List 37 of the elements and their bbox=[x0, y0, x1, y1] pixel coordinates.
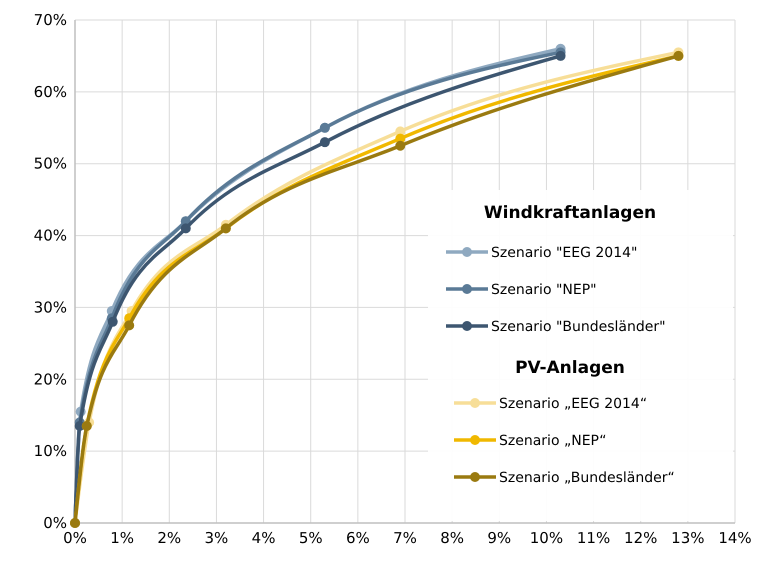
legend-title: Windkraftanlagen bbox=[484, 203, 656, 223]
y-tick-label: 0% bbox=[43, 514, 67, 532]
x-tick-label: 3% bbox=[204, 529, 228, 547]
x-tick-label: 9% bbox=[487, 529, 512, 547]
legend-label: Szenario "Bundesländer" bbox=[491, 319, 666, 335]
legend-label: Szenario "NEP" bbox=[491, 282, 597, 298]
point bbox=[108, 316, 118, 327]
legend-label: Szenario „NEP“ bbox=[499, 433, 606, 449]
y-tick-label: 60% bbox=[34, 82, 67, 101]
legend-label: Szenario "EEG 2014" bbox=[491, 245, 638, 261]
x-tick-label: 5% bbox=[298, 529, 323, 547]
x-tick-label: 10% bbox=[530, 529, 564, 547]
y-tick-label: 40% bbox=[34, 226, 67, 245]
x-tick-label: 7% bbox=[393, 529, 417, 547]
x-tick-label: 1% bbox=[110, 529, 134, 547]
point bbox=[180, 223, 191, 234]
point bbox=[124, 320, 134, 330]
y-tick-label: 30% bbox=[34, 298, 67, 316]
x-tick-label: 0% bbox=[63, 529, 87, 547]
y-tick-label: 10% bbox=[34, 442, 67, 460]
point bbox=[320, 137, 330, 148]
x-tick-label: 11% bbox=[576, 529, 610, 547]
legend-label: Szenario „Bundesländer“ bbox=[499, 470, 675, 486]
x-tick-label: 14% bbox=[718, 529, 752, 547]
point bbox=[395, 140, 406, 151]
x-tick-label: 6% bbox=[346, 529, 370, 547]
y-tick-label: 50% bbox=[34, 154, 67, 173]
y-tick-label: 20% bbox=[34, 370, 67, 388]
point bbox=[556, 50, 566, 61]
annotation: PV-Anlagen bbox=[515, 358, 625, 378]
y-tick-label: 70% bbox=[34, 11, 67, 29]
x-tick-label: 2% bbox=[157, 529, 182, 547]
x-tick-label: 8% bbox=[440, 529, 464, 547]
x-tick-label: 4% bbox=[252, 529, 276, 547]
legend-label: Szenario „EEG 2014“ bbox=[499, 396, 648, 412]
x-tick-label: 12% bbox=[624, 529, 658, 547]
x-tick-label: 13% bbox=[671, 529, 705, 547]
